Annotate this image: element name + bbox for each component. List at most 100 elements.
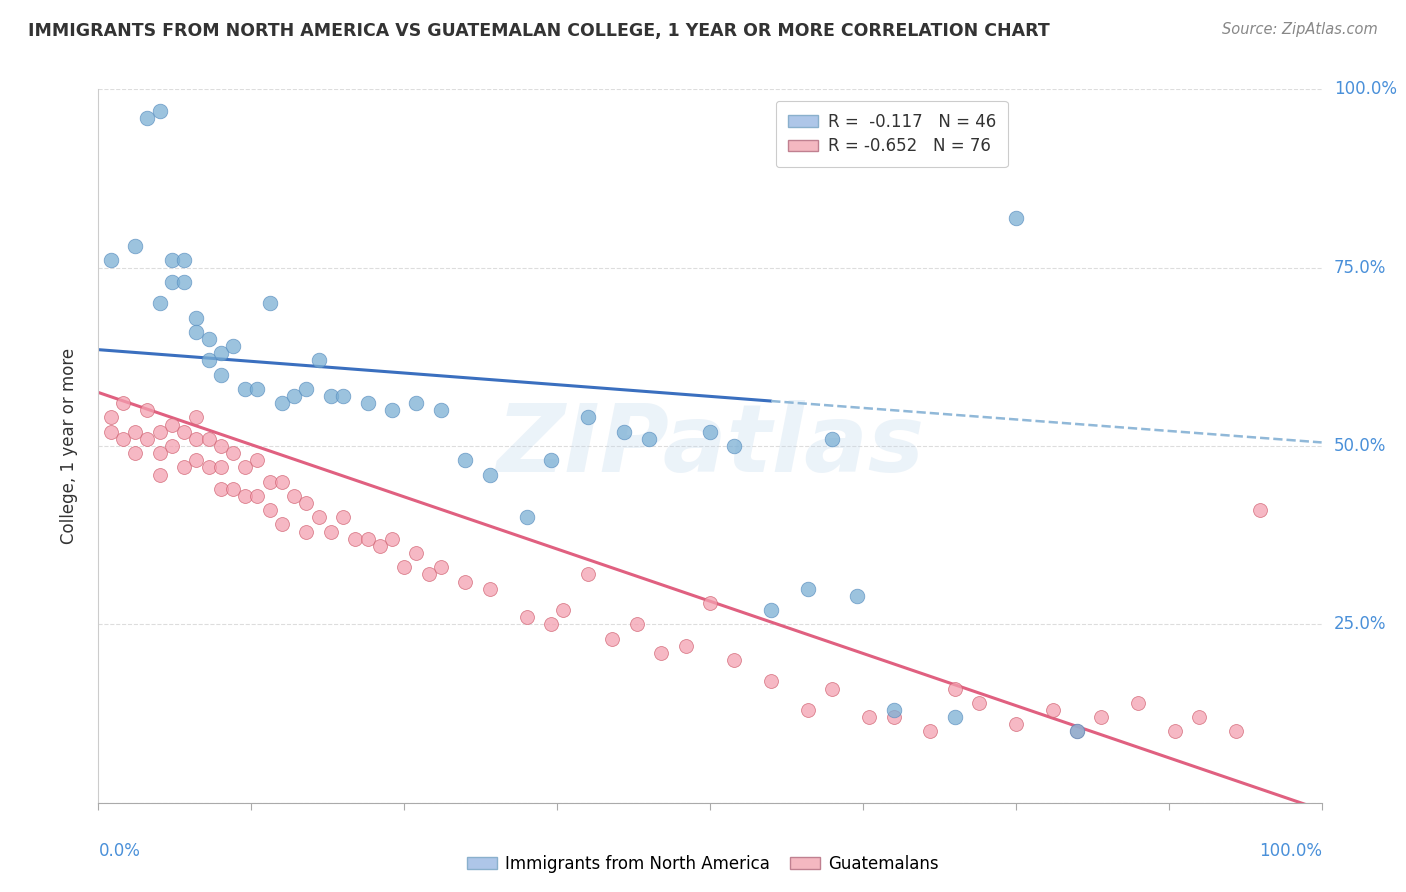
Point bbox=[233, 460, 256, 475]
Point bbox=[821, 681, 844, 696]
Point bbox=[381, 532, 404, 546]
Point bbox=[576, 567, 599, 582]
Point bbox=[332, 510, 354, 524]
Point bbox=[173, 253, 195, 268]
Text: ZIPatlas: ZIPatlas bbox=[496, 400, 924, 492]
Point bbox=[430, 560, 453, 574]
Point bbox=[124, 239, 146, 253]
Point bbox=[613, 425, 636, 439]
Point bbox=[356, 396, 378, 410]
Point bbox=[454, 453, 477, 467]
Point bbox=[405, 396, 427, 410]
Point bbox=[553, 603, 575, 617]
Text: 100.0%: 100.0% bbox=[1258, 842, 1322, 860]
Point bbox=[149, 425, 172, 439]
Point bbox=[883, 710, 905, 724]
Point bbox=[821, 432, 844, 446]
Text: 100.0%: 100.0% bbox=[1334, 80, 1398, 98]
Point bbox=[1004, 211, 1026, 225]
Point bbox=[344, 532, 367, 546]
Point bbox=[723, 653, 745, 667]
Point bbox=[515, 510, 537, 524]
Text: Source: ZipAtlas.com: Source: ZipAtlas.com bbox=[1222, 22, 1378, 37]
Point bbox=[283, 389, 305, 403]
Point bbox=[197, 332, 219, 346]
Point bbox=[111, 432, 134, 446]
Point bbox=[332, 389, 354, 403]
Point bbox=[270, 517, 294, 532]
Point bbox=[540, 453, 562, 467]
Point bbox=[761, 603, 783, 617]
Point bbox=[858, 710, 880, 724]
Point bbox=[1188, 710, 1211, 724]
Point bbox=[845, 589, 868, 603]
Point bbox=[295, 524, 318, 539]
Point bbox=[883, 703, 905, 717]
Point bbox=[576, 410, 599, 425]
Point bbox=[186, 310, 208, 325]
Point bbox=[149, 446, 172, 460]
Text: 25.0%: 25.0% bbox=[1334, 615, 1386, 633]
Point bbox=[797, 703, 820, 717]
Point bbox=[173, 275, 195, 289]
Point bbox=[356, 532, 378, 546]
Point bbox=[100, 410, 122, 425]
Point bbox=[392, 560, 416, 574]
Point bbox=[723, 439, 745, 453]
Point bbox=[761, 674, 783, 689]
Point bbox=[319, 389, 342, 403]
Point bbox=[246, 489, 269, 503]
Text: 75.0%: 75.0% bbox=[1334, 259, 1386, 277]
Point bbox=[626, 617, 648, 632]
Point bbox=[197, 353, 219, 368]
Point bbox=[405, 546, 427, 560]
Point bbox=[430, 403, 453, 417]
Point bbox=[209, 346, 232, 360]
Point bbox=[600, 632, 623, 646]
Point bbox=[1066, 724, 1088, 739]
Point bbox=[233, 489, 256, 503]
Point bbox=[222, 446, 245, 460]
Point bbox=[1042, 703, 1064, 717]
Point bbox=[650, 646, 672, 660]
Point bbox=[209, 482, 232, 496]
Point bbox=[515, 610, 537, 624]
Point bbox=[160, 417, 183, 432]
Point bbox=[209, 460, 232, 475]
Point bbox=[259, 503, 281, 517]
Point bbox=[136, 403, 159, 417]
Point bbox=[478, 582, 501, 596]
Point bbox=[295, 496, 318, 510]
Point bbox=[283, 489, 305, 503]
Point bbox=[1225, 724, 1247, 739]
Point bbox=[111, 396, 134, 410]
Point bbox=[699, 596, 721, 610]
Point bbox=[222, 482, 245, 496]
Point bbox=[136, 432, 159, 446]
Point bbox=[1090, 710, 1112, 724]
Point bbox=[1066, 724, 1088, 739]
Point bbox=[920, 724, 942, 739]
Text: IMMIGRANTS FROM NORTH AMERICA VS GUATEMALAN COLLEGE, 1 YEAR OR MORE CORRELATION : IMMIGRANTS FROM NORTH AMERICA VS GUATEMA… bbox=[28, 22, 1050, 40]
Point bbox=[675, 639, 697, 653]
Point bbox=[943, 710, 966, 724]
Point bbox=[186, 325, 208, 339]
Point bbox=[1004, 717, 1026, 731]
Point bbox=[149, 467, 172, 482]
Point bbox=[246, 382, 269, 396]
Point bbox=[160, 439, 183, 453]
Point bbox=[308, 510, 330, 524]
Point bbox=[259, 475, 281, 489]
Point bbox=[246, 453, 269, 467]
Point bbox=[943, 681, 966, 696]
Point bbox=[319, 524, 342, 539]
Point bbox=[160, 253, 183, 268]
Point bbox=[160, 275, 183, 289]
Point bbox=[270, 475, 294, 489]
Point bbox=[540, 617, 562, 632]
Point bbox=[149, 296, 172, 310]
Point bbox=[209, 439, 232, 453]
Point bbox=[124, 425, 146, 439]
Point bbox=[186, 410, 208, 425]
Point bbox=[478, 467, 501, 482]
